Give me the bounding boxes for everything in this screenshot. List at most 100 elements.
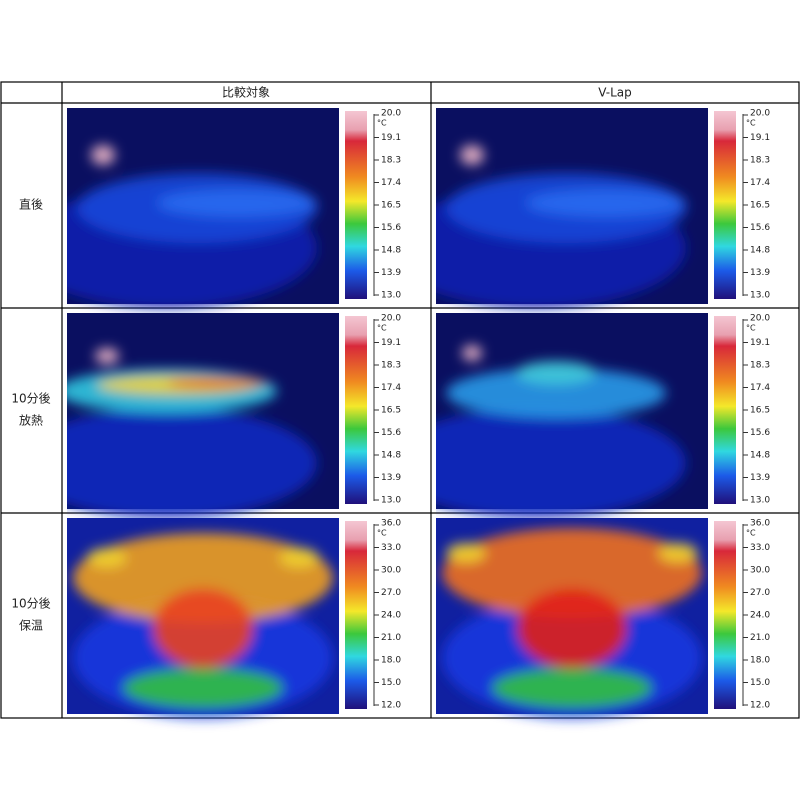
- heat-region: [167, 377, 267, 389]
- scale-unit: °C: [746, 119, 756, 128]
- heat-regions: [436, 345, 686, 518]
- heat-region: [87, 548, 127, 568]
- heat-regions: [73, 533, 333, 718]
- thermal-image: [436, 108, 708, 308]
- scale-label: 15.6: [750, 223, 770, 233]
- scale-unit: °C: [746, 324, 756, 333]
- color-scale: [345, 521, 367, 709]
- heat-region: [658, 543, 698, 563]
- scale-label: 30.0: [750, 566, 770, 576]
- heat-region: [67, 408, 317, 518]
- scale-label: 24.0: [381, 611, 401, 621]
- heat-region: [460, 145, 484, 165]
- scale-label: 27.0: [381, 588, 401, 598]
- thermal-image: [67, 108, 339, 308]
- scale-label: 13.9: [750, 268, 770, 278]
- scale-unit: °C: [746, 529, 756, 538]
- heat-regions: [436, 145, 686, 308]
- scale-label: 15.6: [750, 428, 770, 438]
- heat-region: [517, 588, 627, 668]
- heat-region: [436, 408, 686, 518]
- thermal-image: [67, 313, 339, 518]
- scale-label: 20.0: [750, 109, 770, 119]
- scale-label: 13.0: [381, 496, 401, 506]
- scale-label: 17.4: [381, 383, 401, 393]
- scale-unit: °C: [377, 119, 387, 128]
- scale-label: 13.9: [750, 473, 770, 483]
- scale-label: 20.0: [381, 109, 401, 119]
- scale-label: 16.5: [381, 201, 401, 211]
- scale-label: 19.1: [750, 338, 770, 348]
- scale-label: 33.0: [381, 543, 401, 553]
- scale-label: 19.1: [381, 338, 401, 348]
- heat-regions: [67, 145, 317, 308]
- heat-region: [462, 345, 482, 361]
- thermal-image: [436, 313, 708, 518]
- scale-label: 15.0: [750, 678, 770, 688]
- heat-regions: [442, 528, 702, 718]
- row-label: 放熱: [19, 413, 43, 428]
- row-label: 保温: [19, 619, 43, 633]
- row-label: 10分後: [11, 392, 50, 406]
- scale-label: 20.0: [381, 314, 401, 324]
- scale-label: 16.5: [750, 406, 770, 416]
- heat-region: [442, 528, 702, 618]
- heat-region: [492, 668, 652, 708]
- scale-label: 18.3: [750, 156, 770, 166]
- heat-region: [279, 548, 319, 568]
- heat-region: [73, 533, 333, 623]
- scale-label: 17.4: [750, 383, 770, 393]
- scale-label: 13.0: [750, 291, 770, 301]
- scale-label: 14.8: [381, 451, 401, 461]
- thermal-image: [436, 518, 708, 718]
- color-scale: [714, 316, 736, 504]
- heat-region: [95, 348, 119, 364]
- scale-label: 12.0: [750, 701, 770, 711]
- scale-label: 18.0: [381, 656, 401, 666]
- scale-label: 21.0: [381, 633, 401, 643]
- row-label: 直後: [19, 198, 43, 212]
- scale-label: 16.5: [381, 406, 401, 416]
- scale-label: 15.6: [381, 223, 401, 233]
- column-header: V-Lap: [598, 86, 632, 100]
- heat-region: [123, 668, 283, 708]
- scale-label: 18.3: [381, 156, 401, 166]
- scale-label: 33.0: [750, 543, 770, 553]
- scale-label: 19.1: [381, 133, 401, 143]
- scale-label: 13.9: [381, 268, 401, 278]
- scale-label: 21.0: [750, 633, 770, 643]
- scale-unit: °C: [377, 529, 387, 538]
- scale-label: 18.0: [750, 656, 770, 666]
- scale-label: 12.0: [381, 701, 401, 711]
- color-scale: [714, 111, 736, 299]
- heat-region: [446, 543, 486, 563]
- scale-label: 20.0: [750, 314, 770, 324]
- color-scale: [345, 316, 367, 504]
- heat-region: [157, 189, 317, 217]
- heat-regions: [67, 348, 317, 518]
- scale-label: 24.0: [750, 611, 770, 621]
- scale-label: 36.0: [750, 519, 770, 529]
- scale-label: 13.9: [381, 473, 401, 483]
- scale-label: 17.4: [750, 178, 770, 188]
- scale-label: 16.5: [750, 201, 770, 211]
- scale-label: 15.0: [381, 678, 401, 688]
- heat-region: [516, 361, 596, 385]
- scale-label: 36.0: [381, 519, 401, 529]
- heat-region: [446, 368, 666, 418]
- scale-label: 30.0: [381, 566, 401, 576]
- scale-label: 13.0: [381, 291, 401, 301]
- heat-region: [153, 588, 253, 668]
- column-header: 比較対象: [222, 85, 270, 100]
- thermal-image: [67, 518, 339, 718]
- scale-label: 13.0: [750, 496, 770, 506]
- scale-unit: °C: [377, 324, 387, 333]
- scale-label: 17.4: [381, 178, 401, 188]
- color-scale: [345, 111, 367, 299]
- color-scale: [714, 521, 736, 709]
- heat-region: [526, 189, 686, 217]
- scale-label: 18.3: [750, 361, 770, 371]
- scale-label: 18.3: [381, 361, 401, 371]
- scale-label: 14.8: [750, 246, 770, 256]
